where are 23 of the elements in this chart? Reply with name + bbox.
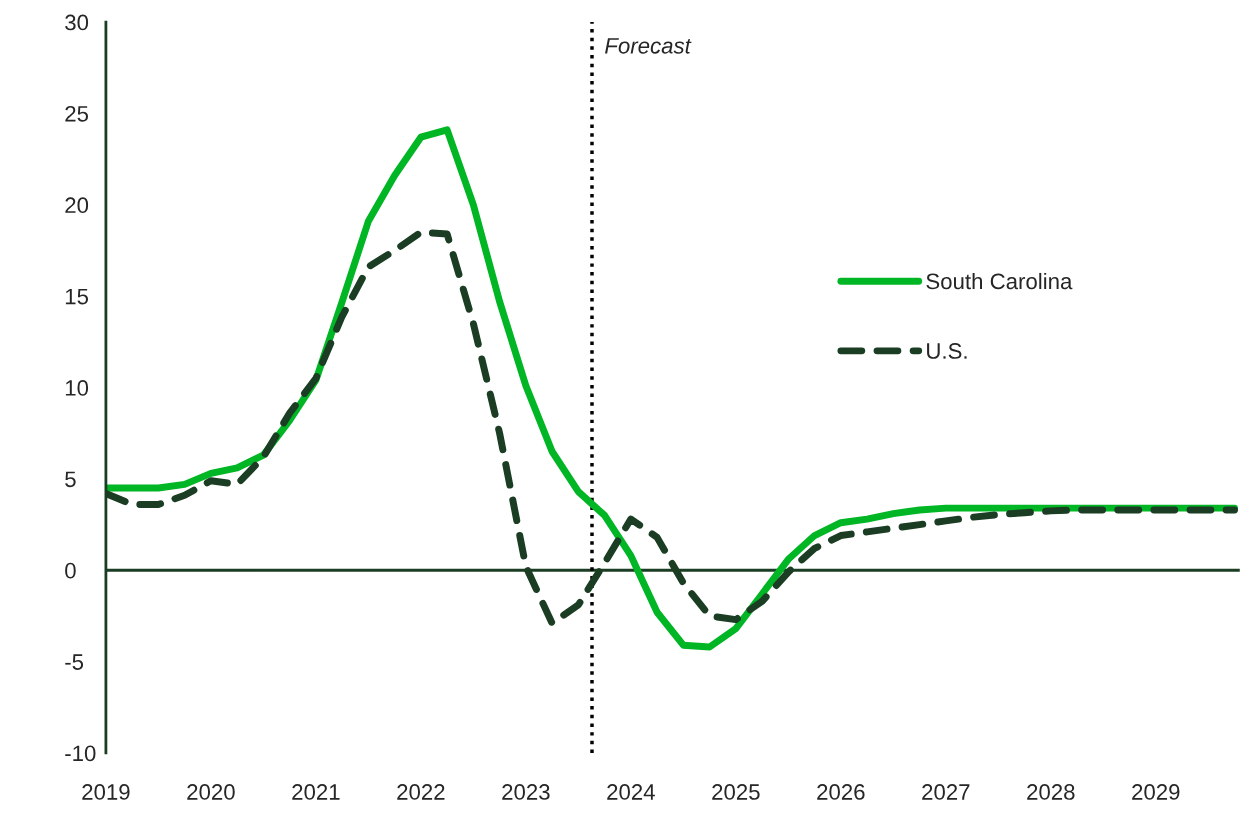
x-tick-label: 2028	[1027, 784, 1075, 800]
y-tick-label: 20	[65, 197, 89, 214]
y-tick-label: -5	[65, 654, 84, 670]
legend-label: South Carolina	[926, 272, 1073, 290]
x-tick-label: 2023	[502, 784, 550, 800]
x-tick-label: 2026	[817, 784, 865, 800]
x-tick-label: 2024	[607, 784, 655, 800]
x-tick-label: 2021	[292, 784, 340, 800]
x-tick-label: 2025	[712, 784, 760, 800]
x-tick-label: 2027	[922, 784, 970, 800]
y-tick-label: 15	[65, 288, 89, 305]
x-tick-label: 2019	[82, 784, 130, 800]
legend-label: U.S.	[927, 343, 967, 359]
y-tick-label: 25	[65, 105, 89, 122]
y-tick-label: 30	[65, 14, 89, 31]
y-tick-label: 10	[65, 380, 89, 396]
ref-line-label: Forecast	[605, 38, 692, 54]
y-tick-label: 0	[65, 562, 76, 579]
x-tick-label: 2022	[397, 784, 445, 800]
x-tick-label: 2029	[1132, 784, 1180, 800]
y-tick-label: -10	[65, 745, 96, 762]
y-tick-label: 5	[65, 471, 76, 488]
x-tick-label: 2020	[187, 784, 235, 800]
